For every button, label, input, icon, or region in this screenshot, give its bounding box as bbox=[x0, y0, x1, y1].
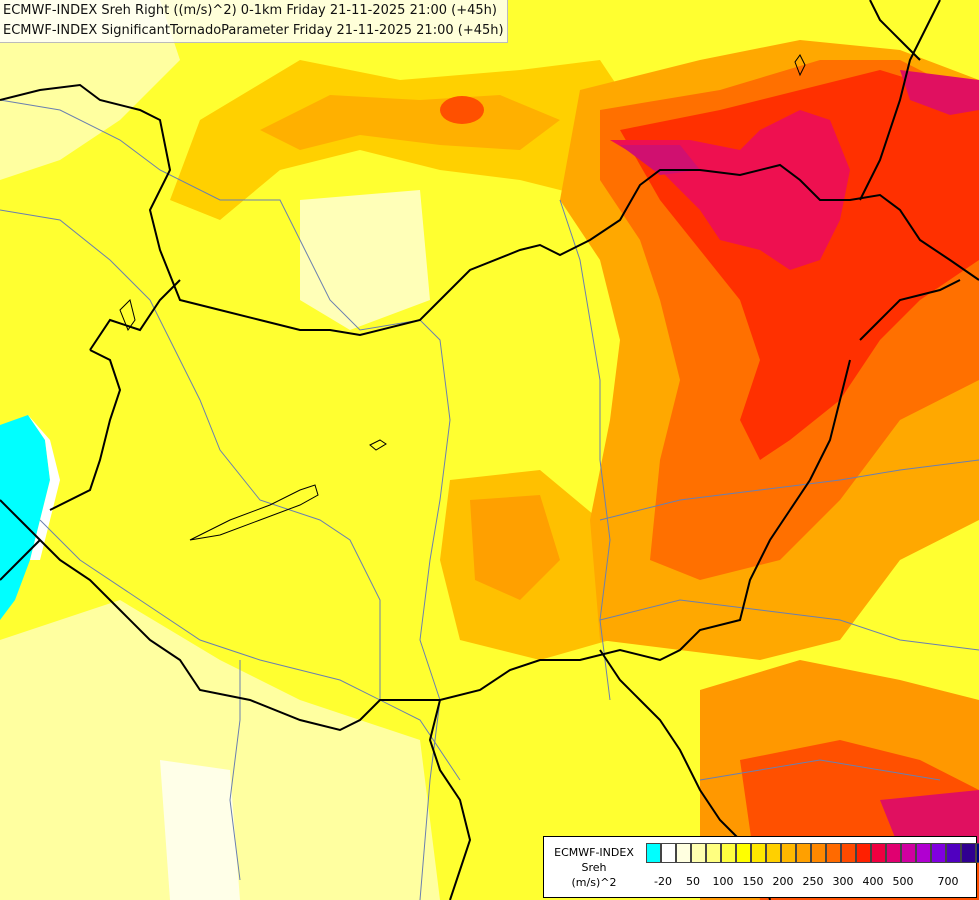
legend-variable: Sreh bbox=[581, 861, 607, 874]
legend-tick-label: 100 bbox=[712, 875, 734, 888]
legend-swatch bbox=[706, 843, 721, 863]
legend-tick-label: 250 bbox=[802, 875, 824, 888]
legend-tick-label: 300 bbox=[832, 875, 854, 888]
legend-swatch bbox=[736, 843, 751, 863]
legend-swatch bbox=[931, 843, 946, 863]
legend-unit: (m/s)^2 bbox=[571, 876, 617, 889]
legend-swatch bbox=[751, 843, 766, 863]
legend-tick-label: 50 bbox=[686, 875, 700, 888]
title-line-stp: ECMWF-INDEX SignificantTornadoParameter … bbox=[3, 23, 504, 38]
legend-swatch bbox=[676, 843, 691, 863]
title-line-sreh: ECMWF-INDEX Sreh Right ((m/s)^2) 0-1km F… bbox=[3, 3, 497, 18]
legend-swatches bbox=[646, 843, 979, 865]
legend-swatch bbox=[961, 843, 976, 863]
legend-tick-label: 200 bbox=[772, 875, 794, 888]
legend-swatch bbox=[691, 843, 706, 863]
map-title: ECMWF-INDEX Sreh Right ((m/s)^2) 0-1km F… bbox=[0, 0, 508, 43]
legend-swatch bbox=[796, 843, 811, 863]
legend-swatch bbox=[976, 843, 979, 863]
legend-swatch bbox=[826, 843, 841, 863]
legend-tick-label: 400 bbox=[862, 875, 884, 888]
legend-swatch bbox=[946, 843, 961, 863]
field-low-nw bbox=[0, 0, 180, 180]
legend-tick-label: 150 bbox=[742, 875, 764, 888]
legend-swatch bbox=[766, 843, 781, 863]
field-peak-north bbox=[440, 96, 484, 124]
legend-swatch bbox=[871, 843, 886, 863]
lake-outlines bbox=[119, 54, 806, 541]
rivers bbox=[0, 99, 979, 900]
field-peak-east bbox=[620, 145, 700, 175]
field-low-center-north bbox=[300, 190, 430, 330]
legend-swatch bbox=[841, 843, 856, 863]
legend-model: ECMWF-INDEX bbox=[554, 846, 634, 859]
legend-swatch bbox=[781, 843, 796, 863]
legend-swatch bbox=[646, 843, 661, 863]
field-magenta-ne bbox=[900, 70, 979, 115]
legend-tick-label: -20 bbox=[654, 875, 672, 888]
legend-tick-label: 500 bbox=[892, 875, 914, 888]
legend-tick-label: 700 bbox=[937, 875, 959, 888]
legend-swatch bbox=[901, 843, 916, 863]
legend-swatch bbox=[856, 843, 871, 863]
legend-swatch bbox=[886, 843, 901, 863]
field-white-edge bbox=[28, 415, 60, 560]
legend-ticks: -20 50 100 150 200 250 300 400 500 700 bbox=[646, 875, 976, 891]
field-high-center bbox=[470, 495, 560, 600]
legend-swatch bbox=[811, 843, 826, 863]
legend-swatch bbox=[661, 843, 676, 863]
legend-swatch bbox=[916, 843, 931, 863]
field-low-sw bbox=[0, 600, 440, 900]
field-high-north bbox=[260, 95, 560, 150]
legend-label: ECMWF-INDEX Sreh (m/s)^2 bbox=[546, 845, 642, 890]
field-very-low-south bbox=[160, 760, 240, 900]
legend-swatch bbox=[721, 843, 736, 863]
color-legend: ECMWF-INDEX Sreh (m/s)^2 -20 50 100 150 200 2… bbox=[543, 836, 979, 898]
